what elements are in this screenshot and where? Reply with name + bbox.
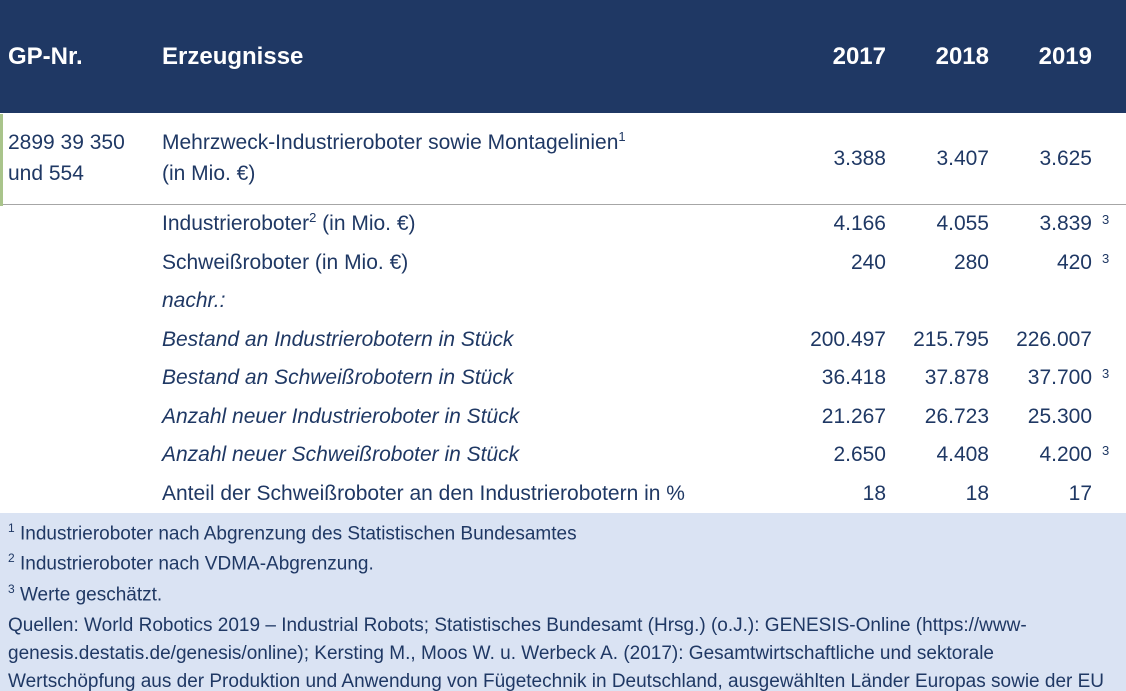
row-label: Schweißroboter (in Mio. €) <box>162 250 409 274</box>
value-2019: 4.200 <box>1039 443 1092 467</box>
value-2017: 21.267 <box>821 404 886 428</box>
value-2019-footnote: 3 <box>1102 250 1110 266</box>
row-label: Industrieroboter2 (in Mio. €) <box>162 210 416 236</box>
table-row: Anteil der Schweißroboter an den Industr… <box>0 475 1126 514</box>
value-2019: 25.300 <box>1027 404 1092 428</box>
value-2019-footnote: 3 <box>1102 366 1110 382</box>
value-2018: 18 <box>965 481 989 505</box>
value-2018: 215.795 <box>913 327 989 351</box>
left-accent-bar <box>0 114 3 206</box>
value-2017: 18 <box>862 481 886 505</box>
header-year-2019: 2019 <box>1038 42 1092 70</box>
value-2018: 37.878 <box>924 366 989 390</box>
header-erzeugnisse: Erzeugnisse <box>162 42 304 70</box>
table-body: 2899 39 350 und 554 Mehrzweck-Industrier… <box>0 113 1126 513</box>
table-row: Bestand an Schweißrobotern in Stück 36.4… <box>0 359 1126 398</box>
row-label: Anzahl neuer Industrieroboter in Stück <box>162 404 520 428</box>
value-2019: 37.700 <box>1027 366 1092 390</box>
value-2019-footnote: 3 <box>1102 212 1110 228</box>
table-row: 2899 39 350 und 554 Mehrzweck-Industrier… <box>0 113 1126 205</box>
value-2017: 2.650 <box>833 443 886 467</box>
value-2019-footnote: 3 <box>1102 443 1110 459</box>
value-2017: 3.388 <box>833 146 886 170</box>
footnote-1: 1 Industrieroboter nach Abgrenzung des S… <box>8 521 577 545</box>
value-2019: 226.007 <box>1016 327 1092 351</box>
table-row: Industrieroboter2 (in Mio. €) 4.166 4.05… <box>0 205 1126 244</box>
gp-number-line2: und 554 <box>8 161 84 185</box>
row-label-text: Mehrzweck-Industrieroboter sowie Montage… <box>162 131 619 155</box>
row-label: Anteil der Schweißroboter an den Industr… <box>162 481 685 505</box>
table-row: Bestand an Industrierobotern in Stück 20… <box>0 321 1126 360</box>
row-label: Bestand an Schweißrobotern in Stück <box>162 366 514 390</box>
footnote-3: 3 Werte geschätzt. <box>8 581 163 605</box>
table-row: Schweißroboter (in Mio. €) 240 280 420 3 <box>0 244 1126 283</box>
value-2017: 36.418 <box>821 366 886 390</box>
value-2019: 3.839 <box>1039 212 1092 236</box>
value-2018: 3.407 <box>936 146 989 170</box>
table-row: nachr.: <box>0 282 1126 321</box>
header-year-2017: 2017 <box>832 42 886 70</box>
header-gp-nr: GP-Nr. <box>8 42 83 70</box>
value-2018: 280 <box>953 250 989 274</box>
value-2017: 200.497 <box>810 327 886 351</box>
footnote-ref-2: 2 <box>309 210 317 226</box>
row-label-line2: (in Mio. €) <box>162 161 256 185</box>
table-row: Anzahl neuer Industrieroboter in Stück 2… <box>0 398 1126 437</box>
header-year-2018: 2018 <box>935 42 989 70</box>
value-2017: 4.166 <box>833 212 886 236</box>
value-2018: 4.408 <box>936 443 989 467</box>
row-label: Anzahl neuer Schweißroboter in Stück <box>162 443 520 467</box>
footnote-ref-1: 1 <box>618 129 626 145</box>
footnote-2: 2 Industrieroboter nach VDMA-Abgrenzung. <box>8 551 374 575</box>
row-label: Mehrzweck-Industrieroboter sowie Montage… <box>155 128 781 189</box>
row-label: nachr.: <box>162 289 226 313</box>
gp-number-cell: 2899 39 350 und 554 <box>0 128 155 189</box>
value-2018: 26.723 <box>924 404 989 428</box>
value-2019: 3.625 <box>1039 146 1092 170</box>
value-2017: 240 <box>850 250 886 274</box>
value-2018: 4.055 <box>936 212 989 236</box>
table-header-row: GP-Nr. Erzeugnisse 2017 2018 2019 <box>0 0 1126 113</box>
row-label: Bestand an Industrierobotern in Stück <box>162 327 514 351</box>
sources-text: Quellen: World Robotics 2019 – Industria… <box>8 614 1105 691</box>
value-2019: 420 <box>1056 250 1092 274</box>
value-2019: 17 <box>1068 481 1092 505</box>
table-row: Anzahl neuer Schweißroboter in Stück 2.6… <box>0 436 1126 475</box>
gp-number-line1: 2899 39 350 <box>8 131 125 155</box>
footnotes-section: 1 Industrieroboter nach Abgrenzung des S… <box>0 513 1126 691</box>
